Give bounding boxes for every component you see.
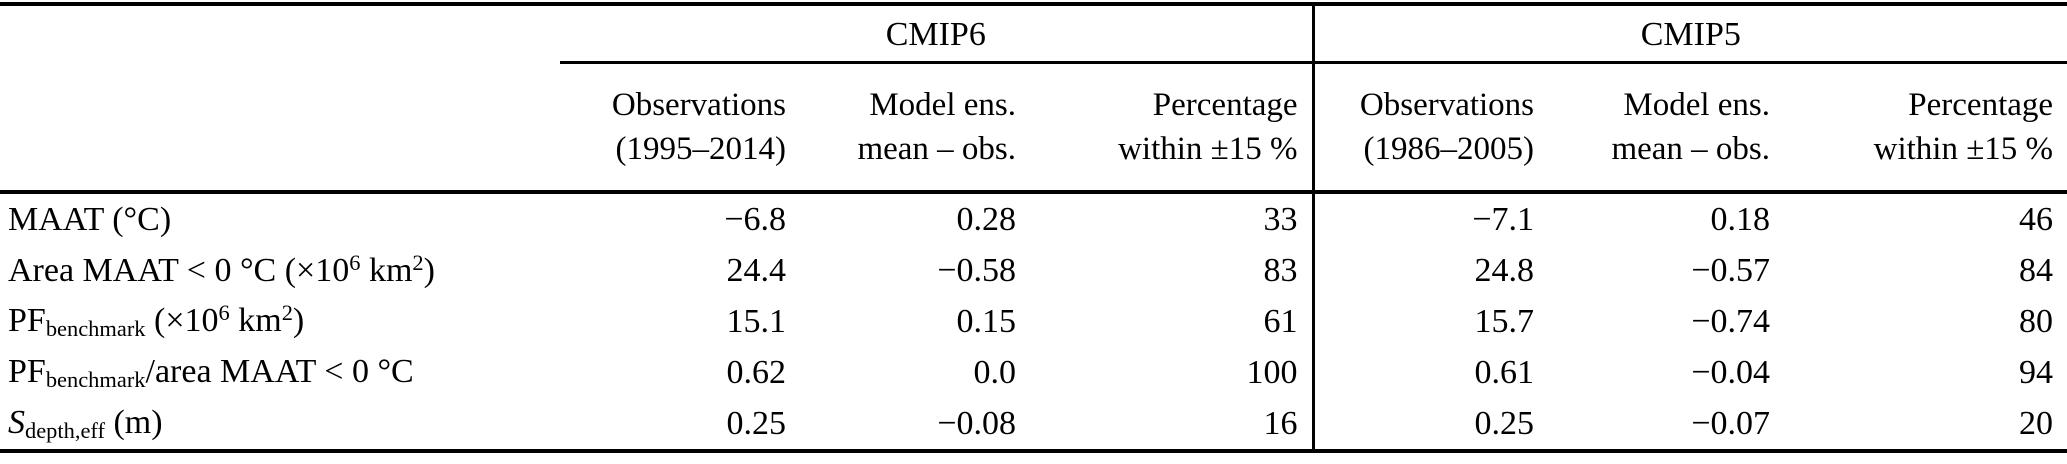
value-cell: −6.8 (724, 200, 786, 238)
table-row-area-maat: Area MAAT < 0 °C (×106 km2) 24.4 −0.58 8… (0, 245, 2067, 296)
value-cell: 94 (2019, 353, 2054, 391)
table-row-maat: MAAT (°C) −6.8 0.28 33 −7.1 0.18 46 (0, 192, 2067, 245)
table-row-pf-ratio: PFbenchmark/area MAAT < 0 °C 0.62 0.0 10… (0, 347, 2067, 398)
group-header-cmip6: CMIP6 (430, 4, 1313, 64)
col-header-cmip5-model-ens: Model ens. mean – obs. (1548, 64, 1785, 194)
corner-blank-cell (0, 4, 430, 64)
value-cell: 15.1 (726, 302, 787, 340)
column-header-row: Observations (1995–2014) Model ens. mean… (0, 64, 2067, 194)
value-cell: 16 (1030, 398, 1314, 453)
value-cell: 0.0 (973, 353, 1017, 391)
value-cell: 0.62 (726, 353, 787, 391)
row-label-header-blank (0, 64, 430, 194)
value-cell: 100 (1246, 353, 1298, 391)
group-label-cmip6: CMIP6 (885, 16, 986, 53)
col-header-cmip6-percentage: Percentage within ±15 % (1030, 64, 1314, 194)
value-cell: 83 (1263, 251, 1298, 289)
value-cell: −0.57 (1691, 251, 1771, 289)
value-cell: 15.7 (1311, 296, 1549, 347)
col-header-cmip5-percentage: Percentage within ±15 % (1784, 64, 2067, 194)
row-label-pf-ratio: PFbenchmark/area MAAT < 0 °C (8, 352, 414, 392)
group-label-cmip5: CMIP5 (1640, 16, 1741, 53)
value-cell: −0.08 (800, 398, 1030, 453)
value-cell: −0.07 (1548, 398, 1785, 453)
table-wrapper: CMIP6 CMIP5 Observations (1995–2014) Mod… (0, 2, 2067, 453)
value-cell: 24.8 (1311, 245, 1549, 296)
col-header-cmip6-model-ens: Model ens. mean – obs. (800, 64, 1030, 194)
value-cell: 0.61 (1311, 347, 1549, 398)
row-label-maat: MAAT (°C) (8, 200, 172, 238)
value-cell: −7.1 (1311, 192, 1549, 245)
col-header-cmip6-observations: Observations (1995–2014) (430, 64, 800, 194)
value-cell: 24.4 (726, 251, 787, 289)
row-label-sdepth: Sdepth,eff (m) (0, 398, 430, 453)
value-cell: −0.58 (937, 251, 1016, 289)
cmip-comparison-table: CMIP6 CMIP5 Observations (1995–2014) Mod… (0, 2, 2067, 453)
value-cell: −0.04 (1691, 353, 1771, 391)
col-header-cmip5-observations: Observations (1986–2005) (1311, 64, 1549, 194)
group-header-cmip5: CMIP5 (1311, 4, 2067, 64)
value-cell: 20 (1784, 398, 2067, 453)
value-cell: 0.15 (956, 302, 1017, 340)
value-cell: 0.18 (1710, 200, 1771, 238)
cmip6-underline-rule (560, 61, 1312, 64)
value-cell: 80 (2019, 302, 2054, 340)
value-cell: 0.25 (1311, 398, 1549, 453)
table-row-pf-benchmark: PFbenchmark (×106 km2) 15.1 0.15 61 15.7… (0, 296, 2067, 347)
value-cell: 61 (1263, 302, 1298, 340)
value-cell: −0.74 (1691, 302, 1771, 340)
group-header-row: CMIP6 CMIP5 (0, 4, 2067, 64)
row-label-area-maat: Area MAAT < 0 °C (×106 km2) (8, 250, 435, 290)
cmip5-underline-rule (1314, 61, 2067, 64)
value-cell: 84 (2019, 251, 2054, 289)
row-label-pf-benchmark: PFbenchmark (×106 km2) (8, 300, 305, 342)
value-cell: 33 (1263, 200, 1298, 238)
value-cell: 0.25 (430, 398, 800, 453)
table-row-sdepth: Sdepth,eff (m) 0.25 −0.08 16 0.25 −0.07 … (0, 398, 2067, 453)
value-cell: 46 (2019, 200, 2054, 238)
value-cell: 0.28 (956, 200, 1017, 238)
